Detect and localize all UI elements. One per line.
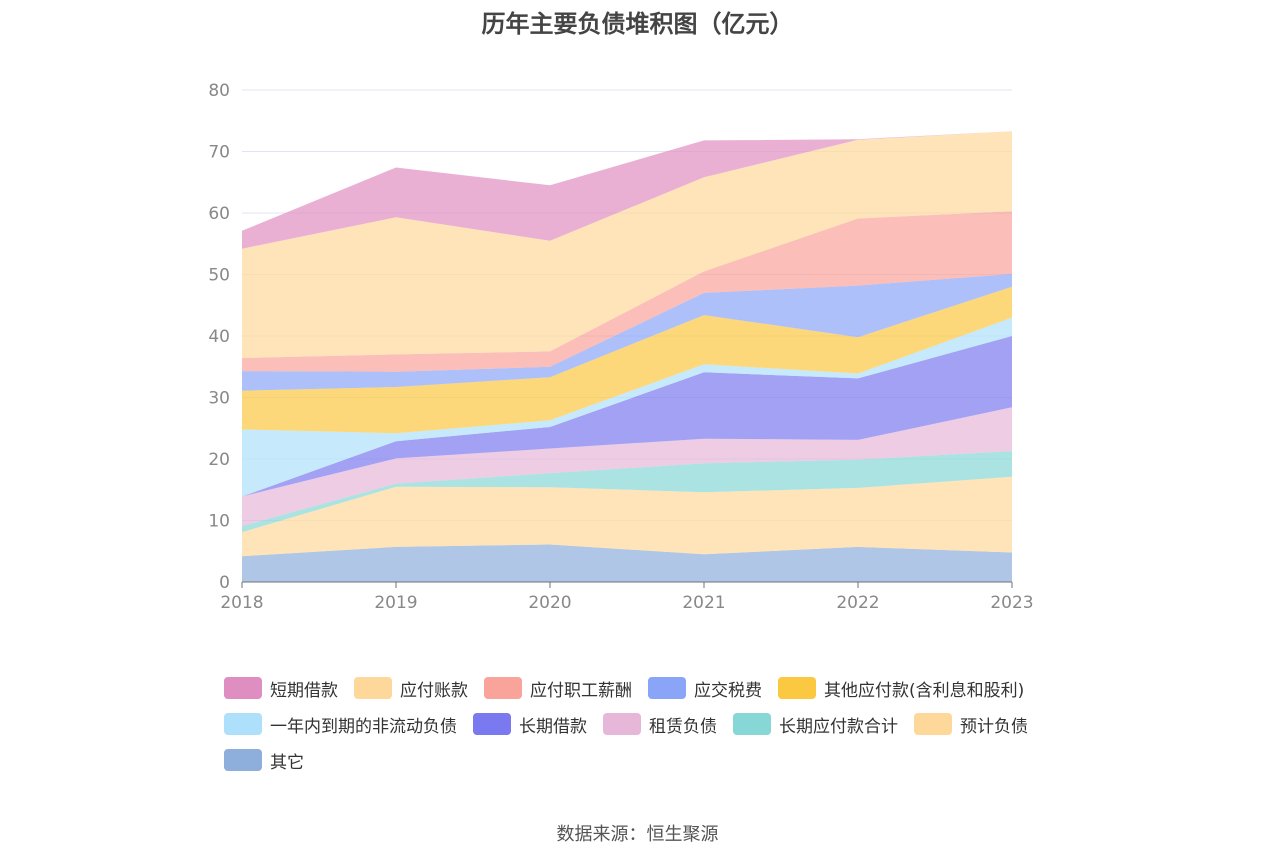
- area-series: [242, 131, 1012, 359]
- y-tick-label: 60: [208, 204, 230, 224]
- legend-item[interactable]: 应交税费: [648, 670, 762, 706]
- y-tick-label: 70: [208, 143, 230, 163]
- y-tick-label: 0: [219, 573, 230, 593]
- y-tick-label: 40: [208, 327, 230, 347]
- legend-swatch: [778, 677, 816, 699]
- legend-swatch: [224, 713, 262, 735]
- legend-label: 其他应付款(含利息和股利): [824, 680, 1025, 701]
- legend-item[interactable]: 其他应付款(含利息和股利): [778, 670, 1024, 706]
- legend-swatch: [473, 713, 511, 735]
- y-tick-label: 30: [208, 389, 230, 409]
- data-source-note: 数据来源：恒生聚源: [556, 824, 719, 845]
- legend-swatch: [224, 749, 262, 771]
- x-tick-label: 2021: [682, 593, 725, 613]
- chart-legend: 短期借款 应付账款 应付职工薪酬 应交税费 其他应付款(含利息和股利) 一年内到期的非流动…: [224, 670, 1064, 778]
- axes: 0 10 20 30 40 50 60 70 80 2018 2019 2020 2021 2022 202…: [208, 81, 1033, 613]
- legend-item[interactable]: 预计负债: [914, 706, 1028, 742]
- legend-item[interactable]: 长期应付款合计: [733, 706, 898, 742]
- area-series: [242, 131, 1012, 249]
- area-series: [242, 336, 1012, 497]
- legend-item[interactable]: 其它: [224, 742, 304, 778]
- legend-swatch: [484, 677, 522, 699]
- legend-item[interactable]: 应付账款: [354, 670, 468, 706]
- legend-swatch: [648, 677, 686, 699]
- legend-swatch: [603, 713, 641, 735]
- y-tick-label: 50: [208, 266, 230, 286]
- area-series: [242, 286, 1012, 434]
- y-tick-label: 10: [208, 512, 230, 532]
- legend-item[interactable]: 租赁负债: [603, 706, 717, 742]
- area-series: [242, 451, 1012, 533]
- area-series: [242, 407, 1012, 526]
- chart-title: 历年主要负债堆积图（亿元）: [481, 10, 794, 38]
- legend-label: 应付账款: [400, 680, 468, 701]
- legend-swatch: [914, 713, 952, 735]
- legend-label: 预计负债: [960, 716, 1028, 737]
- legend-label: 其它: [270, 752, 304, 773]
- legend-item[interactable]: 一年内到期的非流动负债: [224, 706, 457, 742]
- legend-item[interactable]: 短期借款: [224, 670, 338, 706]
- area-series-layer: [242, 131, 1012, 582]
- legend-label: 短期借款: [270, 680, 338, 701]
- legend-label: 长期借款: [519, 716, 587, 737]
- legend-label: 应付职工薪酬: [530, 680, 632, 701]
- area-series: [242, 544, 1012, 582]
- stacked-area-chart: 0 10 20 30 40 50 60 70 80 2018 2019 2020 2021 2022 202…: [208, 81, 1033, 613]
- x-tick-label: 2018: [220, 593, 263, 613]
- legend-label: 一年内到期的非流动负债: [270, 716, 457, 737]
- x-tick-label: 2019: [374, 593, 417, 613]
- area-series: [242, 211, 1012, 372]
- area-series: [242, 476, 1012, 557]
- legend-swatch: [354, 677, 392, 699]
- y-tick-label: 80: [208, 81, 230, 101]
- x-tick-label: 2022: [836, 593, 879, 613]
- legend-label: 长期应付款合计: [779, 716, 898, 737]
- legend-swatch: [733, 713, 771, 735]
- legend-label: 租赁负债: [649, 716, 717, 737]
- y-tick-label: 20: [208, 450, 230, 470]
- area-series: [242, 273, 1012, 391]
- legend-item[interactable]: 应付职工薪酬: [484, 670, 632, 706]
- legend-label: 应交税费: [694, 680, 762, 701]
- legend-swatch: [224, 677, 262, 699]
- x-tick-label: 2020: [528, 593, 571, 613]
- legend-item[interactable]: 长期借款: [473, 706, 587, 742]
- x-tick-label: 2023: [990, 593, 1033, 613]
